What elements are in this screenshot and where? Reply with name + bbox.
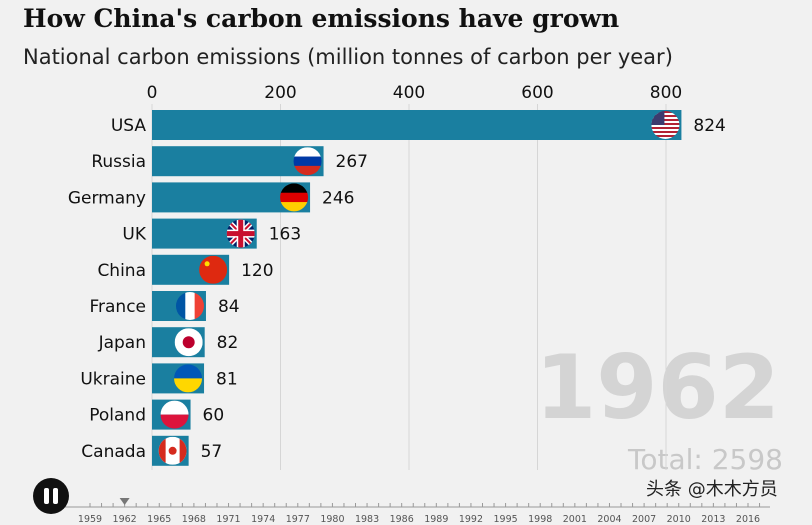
timeline-year-label: 1980 (320, 514, 344, 525)
timeline-year-label: 2007 (632, 514, 656, 525)
timeline-year-label: 1962 (113, 514, 137, 525)
category-label: Germany (68, 188, 146, 208)
value-label: 163 (269, 225, 301, 245)
year-label: 1962 (535, 336, 780, 439)
japan-flag-icon (174, 328, 203, 357)
timeline-year-label: 1986 (390, 514, 414, 525)
timeline-year-label: 1998 (528, 514, 552, 525)
category-label: Japan (98, 333, 146, 353)
timeline-year-label: 2013 (701, 514, 725, 525)
china-flag-icon (199, 255, 228, 284)
timeline-year-label: 1965 (147, 514, 171, 525)
x-tick-label: 200 (264, 83, 296, 103)
category-label: Ukraine (80, 369, 146, 389)
france-flag-icon (175, 292, 204, 320)
timeline-year-label: 1959 (78, 514, 102, 525)
timeline-year-label: 1971 (216, 514, 240, 525)
value-label: 120 (241, 261, 273, 281)
us-flag-icon (651, 111, 680, 139)
timeline-year-label: 2001 (563, 514, 587, 525)
canada-flag-icon (158, 436, 187, 465)
timeline-year-label: 1974 (251, 514, 275, 525)
category-label: UK (122, 225, 146, 245)
poland-flag-icon (160, 400, 189, 429)
timeline-marker[interactable] (119, 498, 130, 505)
timeline-year-label: 2016 (736, 514, 760, 525)
timeline-year-label: 1983 (355, 514, 379, 525)
chart-title: How China's carbon emissions have grown (23, 4, 620, 33)
pause-button[interactable] (33, 478, 69, 514)
category-label: Canada (81, 442, 146, 462)
x-tick-label: 0 (147, 83, 158, 103)
timeline-year-label: 1968 (182, 514, 206, 525)
category-label: USA (111, 116, 147, 136)
timeline-year-label: 2004 (597, 514, 621, 525)
uk-flag-icon (226, 219, 255, 248)
bar-usa (152, 110, 682, 140)
value-label: 57 (201, 442, 223, 462)
ukraine-flag-icon (174, 364, 203, 393)
category-label: France (89, 297, 146, 317)
total-label: Total: 2598 (627, 443, 783, 476)
value-label: 82 (217, 333, 239, 353)
x-tick-label: 800 (650, 83, 682, 103)
category-label: China (97, 261, 146, 281)
value-label: 60 (203, 406, 225, 426)
value-label: 267 (336, 152, 368, 172)
value-label: 81 (216, 369, 238, 389)
watermark: 头条 @木木方员 (646, 479, 778, 500)
germany-flag-icon (280, 183, 309, 212)
value-label: 246 (322, 188, 354, 208)
russia-flag-icon (293, 147, 322, 176)
x-tick-label: 600 (521, 83, 553, 103)
timeline-year-label: 2010 (667, 514, 691, 525)
chart-subtitle: National carbon emissions (million tonne… (23, 45, 673, 69)
x-tick-label: 400 (393, 83, 425, 103)
category-label: Russia (91, 152, 146, 172)
timeline-year-label: 1989 (424, 514, 448, 525)
value-label: 84 (218, 297, 240, 317)
category-label: Poland (89, 406, 146, 426)
timeline-year-label: 1992 (459, 514, 483, 525)
timeline-year-label: 1977 (286, 514, 310, 525)
value-label: 824 (693, 116, 725, 136)
timeline-year-label: 1995 (493, 514, 517, 525)
